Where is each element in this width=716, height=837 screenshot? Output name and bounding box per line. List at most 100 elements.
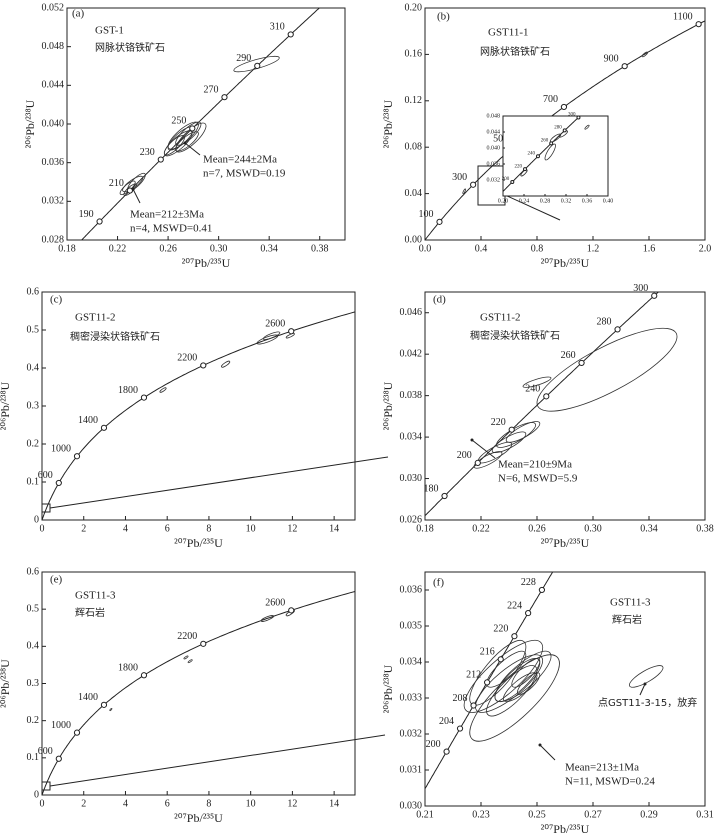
annotation: N=11, MSWD=0.24 xyxy=(565,776,655,788)
x-tick-label: 0.30 xyxy=(210,243,228,254)
age-label: 270 xyxy=(203,84,218,95)
y-tick-label: 0.6 xyxy=(27,566,40,577)
x-tick-label: 0.24 xyxy=(519,198,530,204)
annotation: Mean=212±3Ma xyxy=(130,209,204,221)
zoom-box xyxy=(41,781,51,791)
x-tick-label: 10 xyxy=(246,798,256,809)
age-marker xyxy=(576,115,581,120)
y-tick-label: 0.00 xyxy=(405,234,423,245)
y-axis-label: ²⁰⁶Pb/²³⁸U xyxy=(0,381,12,430)
age-label: 2600 xyxy=(265,319,285,330)
age-label: 220 xyxy=(515,164,523,169)
error-ellipse xyxy=(175,122,207,153)
age-marker xyxy=(288,607,295,614)
y-tick-label: 0.046 xyxy=(400,307,423,318)
y-tick-label: 0.12 xyxy=(405,95,423,106)
y-tick-label: 0.04 xyxy=(405,188,423,199)
x-tick-label: 1.6 xyxy=(643,243,656,254)
age-marker xyxy=(441,492,448,500)
error-ellipse xyxy=(221,360,231,368)
age-marker xyxy=(157,156,164,163)
annotation: n=7, MSWD=0.19 xyxy=(203,168,286,180)
age-label: 1400 xyxy=(78,415,98,426)
age-marker xyxy=(456,725,464,732)
x-tick-label: 1.2 xyxy=(587,243,600,254)
age-label: 260 xyxy=(541,139,549,144)
age-label: 250 xyxy=(171,116,186,127)
y-tick-label: 0.038 xyxy=(400,390,423,401)
error-ellipse xyxy=(522,376,552,388)
x-tick-label: 14 xyxy=(329,798,339,809)
age-marker xyxy=(96,218,103,225)
annotation-arrow xyxy=(539,744,556,761)
x-tick-label: 2 xyxy=(81,523,86,534)
x-axis-label: ²⁰⁷Pb/²³⁵U xyxy=(541,536,590,550)
age-label: 600 xyxy=(38,470,53,481)
age-label: 1000 xyxy=(51,444,71,455)
age-marker xyxy=(497,656,504,663)
error-ellipse xyxy=(505,421,541,443)
y-tick-label: 0 xyxy=(34,789,39,800)
y-tick-label: 0.4 xyxy=(27,641,40,652)
error-ellipse xyxy=(584,124,590,130)
zoom-line xyxy=(49,734,386,787)
zoom-box xyxy=(41,503,51,513)
age-marker xyxy=(695,21,702,28)
error-ellipse xyxy=(629,665,664,688)
y-tick-label: 0.033 xyxy=(400,692,423,703)
x-axis-label: ²⁰⁷Pb/²³⁵U xyxy=(174,536,223,550)
sample-name: GST11-2 xyxy=(480,312,521,324)
arrow-head xyxy=(183,141,187,145)
annotation: n=4, MSWD=0.41 xyxy=(130,223,212,235)
age-label: 224 xyxy=(507,600,522,611)
age-label: 220 xyxy=(493,624,508,635)
x-tick-label: 0 xyxy=(40,523,45,534)
error-ellipse xyxy=(183,655,189,660)
y-tick-label: 0.4 xyxy=(27,362,40,373)
age-label: 500 xyxy=(493,134,508,145)
age-label: 1000 xyxy=(51,720,71,731)
y-tick-label: 0.036 xyxy=(400,584,423,595)
rock-type: 稠密浸染状铬铁矿石 xyxy=(470,329,560,342)
x-tick-label: 0.30 xyxy=(584,523,602,534)
x-tick-label: 0.40 xyxy=(603,198,614,204)
annotation: Mean=244±2Ma xyxy=(203,154,277,166)
age-label: 310 xyxy=(270,22,285,33)
age-marker xyxy=(651,292,658,299)
age-label: 900 xyxy=(604,53,619,64)
age-label: 2600 xyxy=(265,598,285,609)
age-label: 228 xyxy=(521,577,536,588)
arrow-head xyxy=(470,438,474,442)
y-tick-label: 0.1 xyxy=(27,476,40,487)
age-label: 600 xyxy=(38,746,53,757)
y-tick-label: 0.052 xyxy=(42,2,65,13)
x-tick-label: 0 xyxy=(40,798,45,809)
sample-name: GST-1 xyxy=(95,25,124,37)
age-marker xyxy=(288,328,295,335)
zoom-line xyxy=(49,456,389,509)
error-ellipse xyxy=(486,665,538,717)
age-label: 1400 xyxy=(78,692,98,703)
age-marker xyxy=(560,103,568,111)
plot-frame xyxy=(502,115,609,197)
y-tick-label: 0.030 xyxy=(400,473,423,484)
panel-label: (b) xyxy=(437,11,450,23)
error-ellipse xyxy=(462,188,467,194)
age-marker xyxy=(578,359,585,367)
x-tick-label: 2 xyxy=(81,798,86,809)
age-label: 208 xyxy=(453,693,468,704)
error-ellipse xyxy=(109,707,113,712)
panel-label: (f) xyxy=(433,577,444,589)
age-marker xyxy=(543,393,550,400)
arrow-head xyxy=(538,743,542,747)
y-axis-label: ²⁰⁶Pb/²³⁸U xyxy=(0,659,12,708)
y-tick-label: 0.035 xyxy=(400,620,423,631)
age-label: 280 xyxy=(554,126,562,131)
y-tick-label: 0.3 xyxy=(27,400,40,411)
age-marker xyxy=(189,125,196,132)
y-tick-label: 0 xyxy=(34,514,39,525)
y-tick-label: 0.2 xyxy=(27,715,40,726)
error-ellipse xyxy=(536,327,678,412)
age-marker xyxy=(484,679,491,686)
